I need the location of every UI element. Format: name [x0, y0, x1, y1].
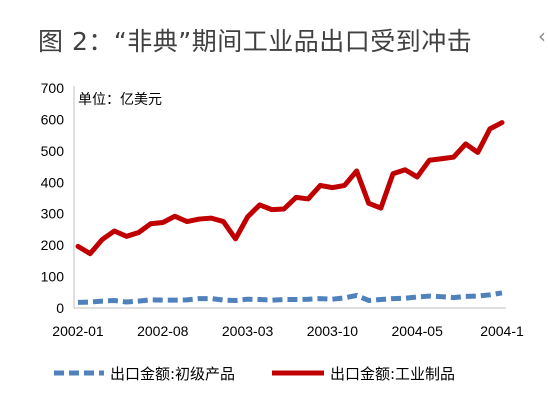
x-tick-label: 2002-08 — [137, 323, 189, 339]
unit-label: 单位：亿美元 — [78, 92, 162, 108]
y-tick-label: 0 — [56, 300, 64, 316]
series-layer — [75, 120, 505, 305]
y-tick-label: 700 — [41, 80, 65, 96]
chart-title: 图 2：“非典”期间工业品出口受到冲击 — [38, 27, 473, 56]
legend: 出口金额:初级产品 出口金额:工业制品 — [54, 365, 455, 383]
partial-glyph-right-edge: ‹ — [538, 24, 546, 48]
series-line-primary-products — [77, 290, 503, 305]
x-tick-label: 2003-10 — [307, 323, 359, 339]
y-tick-label: 600 — [41, 111, 65, 127]
x-axis-ticks: 2002-01 2002-08 2003-03 2003-10 2004-05 2004-… — [52, 323, 524, 339]
y-tick-label: 100 — [41, 269, 65, 285]
x-tick-label: 2004-05 — [392, 323, 444, 339]
series-line-industrial-products — [75, 120, 505, 257]
x-tick-label: 2003-03 — [222, 323, 274, 339]
y-tick-label: 200 — [41, 237, 65, 253]
y-tick-label: 300 — [41, 206, 65, 222]
x-tick-label: 2004-1 — [480, 323, 524, 339]
legend-label-industrial-products: 出口金额:工业制品 — [330, 365, 455, 383]
y-tick-label: 500 — [41, 143, 65, 159]
legend-label-primary-products: 出口金额:初级产品 — [110, 365, 235, 383]
y-axis-ticks: 0 100 200 300 400 500 600 700 — [41, 80, 65, 316]
x-tick-label: 2002-01 — [52, 323, 104, 339]
y-tick-label: 400 — [41, 174, 65, 190]
